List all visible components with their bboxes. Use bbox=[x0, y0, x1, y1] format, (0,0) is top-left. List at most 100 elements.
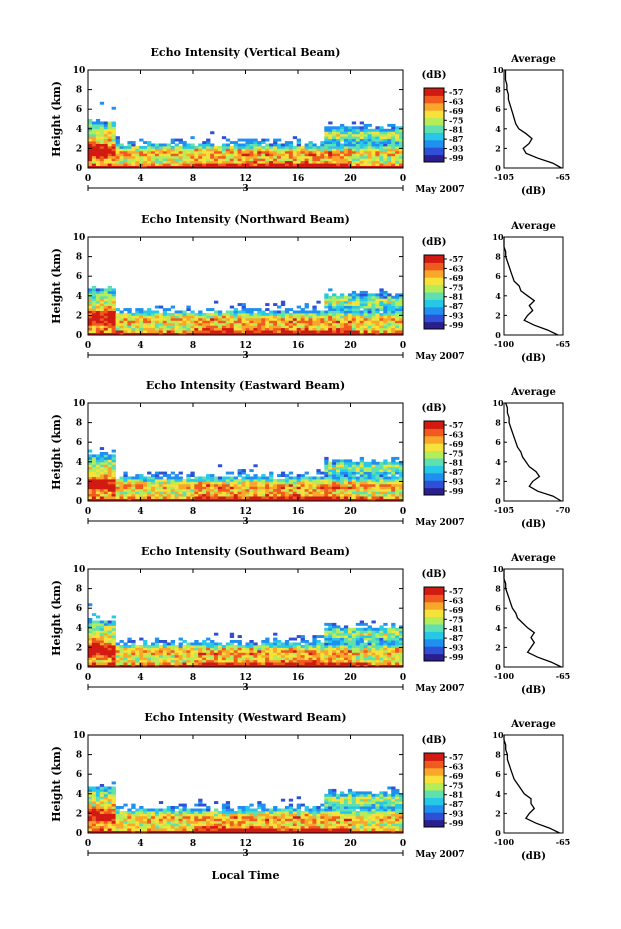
profile-y-tick-label: 2 bbox=[495, 476, 501, 486]
x-tick-label: 8 bbox=[190, 673, 196, 683]
colorbar-tick-label: -81 bbox=[449, 624, 463, 634]
profile-line bbox=[503, 569, 562, 668]
profile-y-tick-label: 8 bbox=[495, 750, 501, 760]
colorbar-segment bbox=[424, 117, 444, 126]
colorbar-unit: (dB) bbox=[422, 735, 447, 746]
colorbar-tick-label: -87 bbox=[449, 633, 463, 643]
x-tick-label: 20 bbox=[344, 839, 357, 849]
y-axis-label: Height (km) bbox=[50, 580, 63, 656]
x-tick-label: 16 bbox=[292, 839, 305, 849]
profile-y-tick-label: 4 bbox=[495, 291, 501, 301]
colorbar-tick-label: -81 bbox=[449, 458, 463, 468]
colorbar-tick-label: -93 bbox=[449, 477, 464, 487]
profile-frame bbox=[503, 236, 564, 336]
profile-frame bbox=[503, 734, 564, 834]
x-tick-label: 12 bbox=[239, 839, 252, 849]
y-tick-label: 0 bbox=[76, 829, 82, 839]
colorbar-tick-label: -93 bbox=[449, 809, 464, 819]
profile-frame bbox=[503, 568, 564, 668]
panel-1: Echo Intensity (Northward Beam) 0 2 4 6 8 10 He… bbox=[50, 213, 570, 364]
colorbar-segment bbox=[424, 646, 444, 655]
colorbar-tick-label: -87 bbox=[449, 799, 463, 809]
profile-y-tick-label: 0 bbox=[495, 330, 501, 340]
x-tick-label: 12 bbox=[239, 174, 252, 184]
colorbar-segment bbox=[424, 277, 444, 286]
colorbar-segment bbox=[424, 609, 444, 618]
date-marker: 3 bbox=[242, 683, 248, 693]
x-tick-label: 16 bbox=[292, 174, 305, 184]
colorbar-tick-label: -69 bbox=[449, 605, 464, 615]
profile-y-tick-label: 8 bbox=[495, 252, 501, 262]
colorbar-segment bbox=[424, 255, 444, 263]
colorbar-segment bbox=[424, 132, 444, 141]
profile-x-tick-label: -70 bbox=[556, 505, 571, 515]
colorbar-tick-label: -63 bbox=[449, 761, 464, 771]
y-tick-label: 2 bbox=[76, 144, 82, 154]
colorbar-segment bbox=[424, 299, 444, 308]
profile-x-tick-label: -100 bbox=[494, 837, 514, 847]
profile-y-tick-label: 2 bbox=[495, 642, 501, 652]
colorbar-tick-label: -99 bbox=[449, 486, 464, 496]
y-tick-label: 0 bbox=[76, 497, 82, 507]
y-tick-label: 8 bbox=[76, 751, 82, 761]
profile-y-tick-label: 10 bbox=[492, 65, 504, 75]
x-tick-label: 0 bbox=[85, 673, 91, 683]
profile-y-tick-label: 10 bbox=[492, 232, 504, 242]
colorbar-tick-label: -87 bbox=[449, 301, 463, 311]
colorbar-segment bbox=[424, 624, 444, 632]
colorbar-tick-label: -69 bbox=[449, 106, 464, 116]
colorbar-tick-label: -63 bbox=[449, 263, 464, 273]
colorbar-segment bbox=[424, 631, 444, 640]
y-tick-label: 4 bbox=[76, 292, 82, 302]
panel-title: Echo Intensity (Northward Beam) bbox=[141, 213, 350, 226]
profile-y-tick-label: 10 bbox=[492, 398, 504, 408]
y-tick-label: 10 bbox=[73, 565, 86, 575]
colorbar-segment bbox=[424, 88, 444, 96]
colorbar-tick-label: -81 bbox=[449, 125, 463, 135]
date-marker: 3 bbox=[242, 184, 248, 194]
colorbar-frame bbox=[423, 586, 445, 662]
profile-y-tick-label: 0 bbox=[495, 662, 501, 672]
x-axis-label: Local Time bbox=[212, 869, 280, 882]
profile-x-label: (dB) bbox=[521, 685, 546, 696]
y-tick-label: 6 bbox=[76, 438, 82, 448]
panel-title: Echo Intensity (Eastward Beam) bbox=[146, 379, 345, 392]
profile-y-tick-label: 0 bbox=[495, 496, 501, 506]
x-tick-label: 20 bbox=[344, 673, 357, 683]
x-tick-label: 12 bbox=[239, 673, 252, 683]
colorbar-segment bbox=[424, 292, 444, 300]
profile-line bbox=[503, 237, 559, 336]
colorbar-tick-label: -69 bbox=[449, 273, 464, 283]
panel-title: Echo Intensity (Westward Beam) bbox=[144, 711, 346, 724]
colorbar-segment bbox=[424, 450, 444, 459]
profile-x-tick-label: -65 bbox=[556, 172, 570, 182]
colorbar-segment bbox=[424, 110, 444, 119]
colorbar-tick-label: -57 bbox=[449, 586, 463, 596]
colorbar-tick-label: -57 bbox=[449, 420, 463, 430]
colorbar-frame bbox=[423, 752, 445, 828]
y-tick-label: 10 bbox=[73, 731, 86, 741]
colorbar-segment bbox=[424, 95, 444, 104]
x-tick-label: 4 bbox=[137, 507, 143, 517]
colorbar-tick-label: -75 bbox=[449, 780, 463, 790]
colorbar-tick-label: -99 bbox=[449, 320, 464, 330]
colorbar-tick-label: -57 bbox=[449, 87, 463, 97]
date-marker: 3 bbox=[242, 849, 248, 859]
profile-y-tick-label: 4 bbox=[495, 457, 501, 467]
heatmap-cells bbox=[88, 603, 404, 668]
x-tick-label: 0 bbox=[400, 839, 406, 849]
colorbar-unit: (dB) bbox=[422, 70, 447, 81]
colorbar-tick-label: -81 bbox=[449, 790, 463, 800]
y-tick-label: 10 bbox=[73, 66, 86, 76]
y-tick-label: 4 bbox=[76, 125, 82, 135]
panel-title: Echo Intensity (Vertical Beam) bbox=[150, 46, 340, 59]
colorbar-segment bbox=[424, 147, 444, 156]
y-axis-label: Height (km) bbox=[50, 746, 63, 822]
colorbar-tick-label: -93 bbox=[449, 643, 464, 653]
profile-title: Average bbox=[510, 719, 556, 730]
colorbar-tick-label: -75 bbox=[449, 614, 463, 624]
colorbar-segment bbox=[424, 435, 444, 444]
x-tick-label: 0 bbox=[85, 341, 91, 351]
profile-y-tick-label: 4 bbox=[495, 789, 501, 799]
colorbar-segment bbox=[424, 139, 444, 148]
